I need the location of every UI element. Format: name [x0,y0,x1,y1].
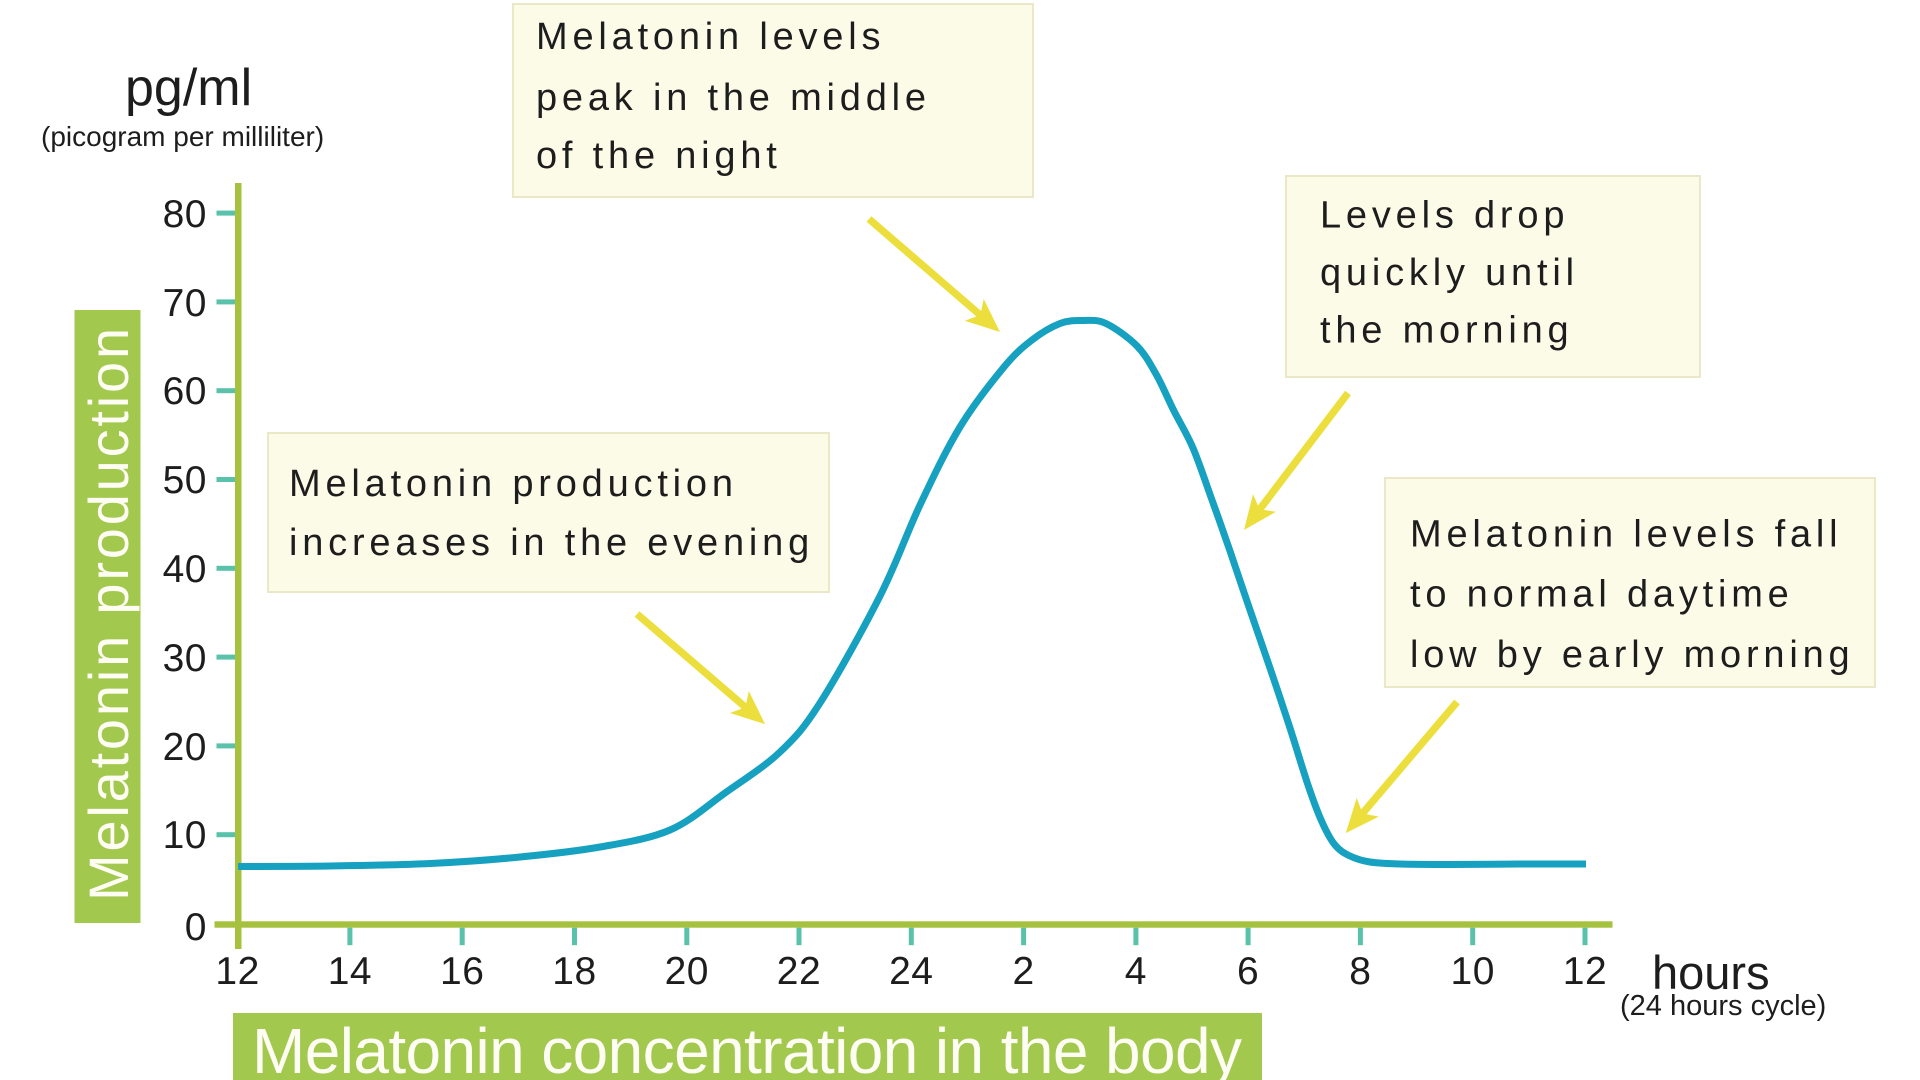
svg-text:40: 40 [163,548,207,591]
svg-text:(picogram per milliliter): (picogram per milliliter) [41,121,324,152]
svg-text:the morning: the morning [1320,310,1573,352]
svg-text:Melatonin levels fall: Melatonin levels fall [1410,514,1842,556]
svg-text:4: 4 [1125,950,1147,993]
svg-text:pg/ml: pg/ml [125,59,252,117]
svg-text:10: 10 [1451,950,1495,993]
svg-text:low by early morning: low by early morning [1410,634,1854,676]
svg-text:increases in the evening: increases in the evening [289,522,814,564]
svg-text:12: 12 [1563,950,1607,993]
svg-text:24: 24 [889,950,933,993]
svg-text:8: 8 [1349,950,1371,993]
svg-text:quickly until: quickly until [1320,252,1579,294]
svg-text:Melatonin production: Melatonin production [289,463,738,505]
svg-text:30: 30 [163,637,207,680]
svg-text:10: 10 [163,814,207,857]
svg-text:20: 20 [163,726,207,769]
svg-text:12: 12 [215,950,259,993]
svg-text:Melatonin concentration in the: Melatonin concentration in the body [252,1015,1242,1080]
svg-text:of the night: of the night [536,135,782,177]
svg-text:22: 22 [777,950,821,993]
svg-text:(24 hours cycle): (24 hours cycle) [1620,990,1826,1022]
svg-text:peak in the middle: peak in the middle [536,77,931,119]
svg-text:6: 6 [1237,950,1259,993]
svg-text:to normal daytime: to normal daytime [1410,574,1794,616]
svg-text:Levels drop: Levels drop [1320,195,1569,237]
svg-text:50: 50 [163,459,207,502]
svg-text:Melatonin production: Melatonin production [77,325,140,901]
svg-text:0: 0 [185,906,207,949]
svg-text:Melatonin levels: Melatonin levels [536,16,885,58]
svg-text:2: 2 [1012,950,1034,993]
svg-text:hours: hours [1652,946,1770,999]
svg-text:18: 18 [552,950,596,993]
svg-text:80: 80 [163,193,207,236]
svg-text:16: 16 [440,950,484,993]
svg-text:14: 14 [328,950,372,993]
svg-text:70: 70 [163,282,207,325]
svg-text:20: 20 [665,950,709,993]
svg-text:60: 60 [163,370,207,413]
